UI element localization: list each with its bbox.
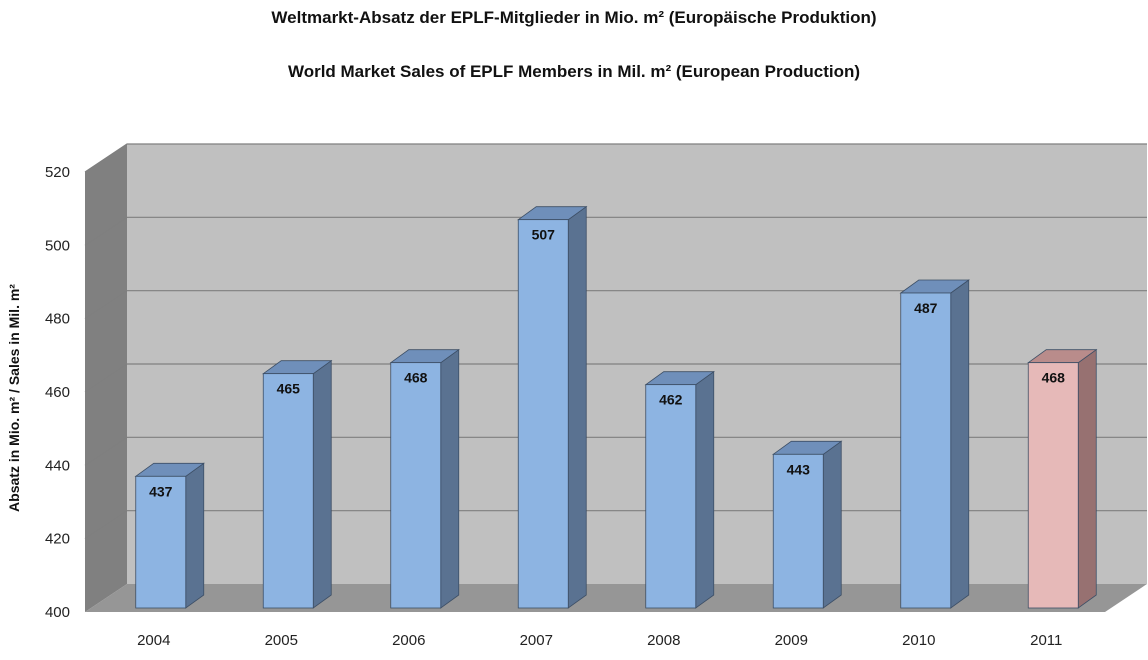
bar-2007: 507 bbox=[517, 205, 588, 609]
bar-2004: 437 bbox=[134, 462, 205, 609]
x-tick-label: 2006 bbox=[392, 632, 425, 649]
bar-side bbox=[1077, 348, 1097, 609]
y-tick-label: 520 bbox=[45, 164, 70, 181]
x-tick-label: 2007 bbox=[520, 632, 553, 649]
chart-title-german: Weltmarkt-Absatz der EPLF-Mitglieder in … bbox=[271, 8, 877, 27]
bar-2005: 465 bbox=[262, 359, 333, 609]
gridline bbox=[84, 363, 1147, 393]
bar-2008: 462 bbox=[644, 370, 715, 609]
bar-front bbox=[517, 219, 569, 609]
y-tick-label: 400 bbox=[45, 604, 70, 621]
y-tick-label: 500 bbox=[45, 237, 70, 254]
bar-2006: 468 bbox=[389, 348, 460, 609]
data-label: 437 bbox=[149, 483, 173, 499]
bar-side bbox=[312, 359, 332, 609]
gridline bbox=[84, 216, 1147, 246]
gridline bbox=[84, 436, 1147, 466]
y-axis-label: Absatz in Mio. m² / Sales in Mil. m² bbox=[6, 284, 22, 512]
floor bbox=[85, 584, 1147, 612]
bar-2009: 443 bbox=[772, 440, 843, 609]
y-tick-label: 460 bbox=[45, 384, 70, 401]
bar-side bbox=[950, 279, 970, 609]
x-tick-label: 2008 bbox=[647, 632, 680, 649]
bar-side bbox=[185, 462, 205, 609]
x-tick-label: 2009 bbox=[775, 632, 808, 649]
plot-area: 400 420 440 460 480 500 520 437 2004 465 2005 468 20… bbox=[45, 143, 1147, 649]
x-tick-label: 2011 bbox=[1030, 632, 1062, 649]
data-label: 443 bbox=[787, 461, 811, 477]
bar-front bbox=[135, 475, 187, 609]
y-tick-label: 420 bbox=[45, 531, 70, 548]
data-label: 487 bbox=[914, 300, 938, 316]
bar-side bbox=[822, 440, 842, 609]
data-label: 468 bbox=[404, 370, 428, 386]
data-label: 462 bbox=[659, 392, 683, 408]
data-label: 468 bbox=[1042, 370, 1066, 386]
gridline bbox=[84, 143, 1147, 173]
bar-front bbox=[1027, 362, 1079, 609]
data-label: 507 bbox=[532, 227, 556, 243]
gridline bbox=[84, 290, 1147, 320]
y-tick-label: 440 bbox=[45, 457, 70, 474]
bar-front bbox=[390, 362, 442, 609]
bar-front bbox=[262, 373, 314, 609]
x-tick-label: 2004 bbox=[137, 632, 170, 649]
bar-2011: 468 bbox=[1027, 348, 1098, 609]
bar-2010: 487 bbox=[899, 279, 970, 609]
y-tick-label: 480 bbox=[45, 311, 70, 328]
bar-side bbox=[440, 348, 460, 609]
bar-front bbox=[772, 453, 824, 609]
chart-title-english: World Market Sales of EPLF Members in Mi… bbox=[287, 62, 861, 81]
bar-front bbox=[645, 384, 697, 609]
bar-side bbox=[695, 370, 715, 609]
bar-side bbox=[567, 205, 587, 609]
bar-front bbox=[900, 292, 952, 609]
x-tick-label: 2005 bbox=[265, 632, 298, 649]
data-label: 465 bbox=[277, 381, 301, 397]
x-tick-label: 2010 bbox=[902, 632, 935, 649]
